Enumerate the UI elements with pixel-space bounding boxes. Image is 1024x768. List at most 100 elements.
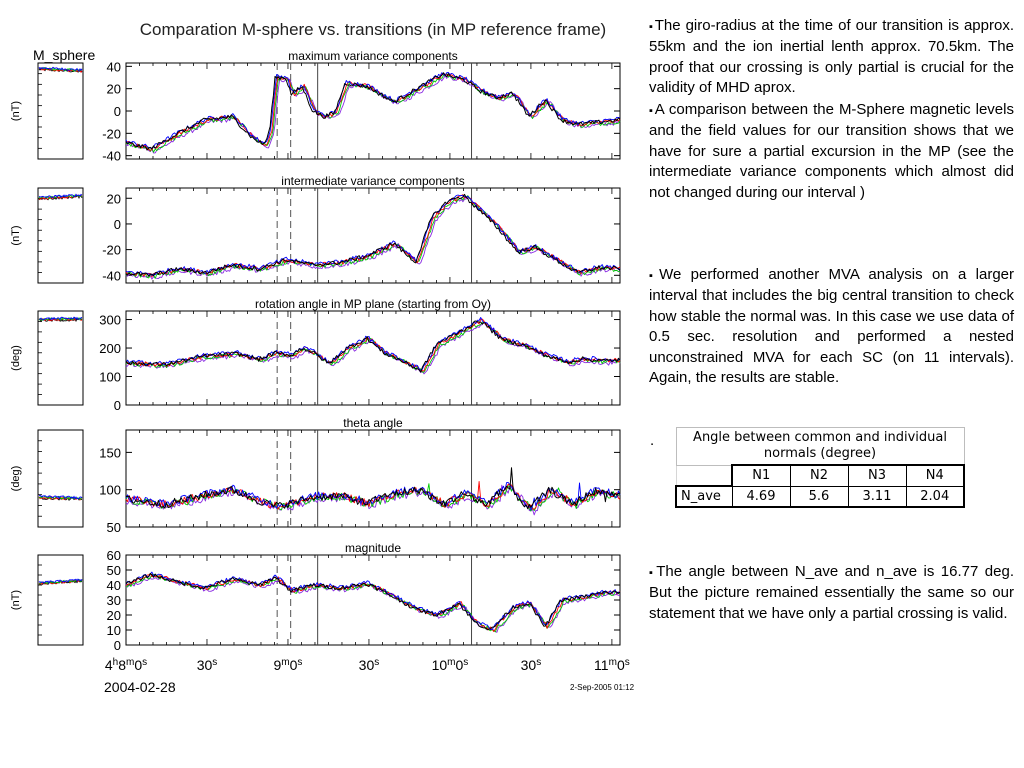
y-tick-label: 40 bbox=[107, 59, 121, 74]
note-mva: ▪We performed another MVA analysis on a … bbox=[649, 265, 1014, 388]
angle-table-cell: 4.69 bbox=[731, 485, 791, 508]
m-sphere-panel-frame bbox=[37, 554, 84, 646]
panel-theta: theta angle (deg) 50 100 150 bbox=[10, 416, 621, 535]
angle-table: Angle between common and individual norm… bbox=[675, 427, 965, 508]
panel-frame bbox=[125, 187, 621, 284]
panel-frame bbox=[125, 62, 621, 160]
series-line-purple bbox=[125, 320, 621, 375]
series-line-purple bbox=[125, 197, 621, 280]
bullet-icon: ▪ bbox=[649, 21, 654, 33]
y-tick-label: -20 bbox=[102, 126, 121, 141]
y-tick-label: -40 bbox=[102, 149, 121, 164]
panel-frame bbox=[125, 554, 621, 646]
y-tick-label: -20 bbox=[102, 243, 121, 258]
m-sphere-line-blue bbox=[38, 193, 83, 199]
note-angle-text: The angle between N_ave and n_ave is 16.… bbox=[649, 563, 1014, 622]
y-tick-label: 60 bbox=[107, 548, 121, 563]
x-tick-label: 30s bbox=[359, 657, 380, 673]
unit-label: (nT) bbox=[10, 101, 22, 121]
angle-table-header: N4 bbox=[905, 464, 965, 487]
series-line-green bbox=[125, 195, 621, 279]
panel-rot: rotation angle in MP plane (starting fro… bbox=[10, 297, 621, 413]
series-line-green bbox=[125, 321, 621, 373]
series-line-red bbox=[125, 573, 621, 632]
angle-table-corner bbox=[675, 464, 733, 487]
unit-label: (deg) bbox=[10, 466, 22, 492]
angle-table-row-label: N_ave bbox=[675, 485, 733, 508]
series-line-blue bbox=[125, 571, 621, 631]
y-tick-label: 100 bbox=[99, 370, 121, 385]
chart-panels: maximum variance components (nT) -40 -20 0 20… bbox=[10, 49, 621, 653]
unit-label: (nT) bbox=[10, 225, 22, 245]
m-sphere-line-blue bbox=[38, 578, 83, 584]
x-axis: 4h8m0s 30s 9m0s 30s 10m0s 30s 11m0s bbox=[105, 657, 630, 673]
unit-label: (nT) bbox=[10, 590, 22, 610]
note-giro-text: The giro-radius at the time of our trans… bbox=[649, 17, 1014, 97]
angle-table-cell: 5.6 bbox=[789, 485, 849, 508]
panel-frame bbox=[125, 310, 621, 406]
y-tick-label: 0 bbox=[114, 104, 121, 119]
x-tick-label: 30s bbox=[521, 657, 542, 673]
figure-title: Comparation M-sphere vs. transitions (in… bbox=[140, 20, 606, 39]
y-tick-label: 0 bbox=[114, 638, 121, 653]
m-sphere-panel-frame bbox=[37, 187, 84, 284]
m-sphere-line-blue bbox=[38, 494, 83, 500]
panel-title: magnitude bbox=[345, 541, 401, 555]
m-sphere-label: M_sphere bbox=[33, 47, 95, 63]
series-line-red bbox=[125, 194, 621, 278]
series-line-blue bbox=[125, 194, 621, 276]
panel-title: intermediate variance components bbox=[281, 174, 464, 188]
y-tick-label: 0 bbox=[114, 398, 121, 413]
x-tick-label: 30s bbox=[197, 657, 218, 673]
m-sphere-panel-frame bbox=[37, 310, 84, 406]
panel-title: maximum variance components bbox=[288, 49, 457, 63]
series-line-black bbox=[125, 573, 621, 631]
note-comparison: ▪A comparison between the M-Sphere magne… bbox=[649, 100, 1014, 203]
note-comparison-text: A comparison between the M-Sphere magnet… bbox=[649, 101, 1014, 201]
dot-mark: . bbox=[650, 432, 655, 449]
y-tick-label: 40 bbox=[107, 578, 121, 593]
series-line-red bbox=[125, 318, 621, 372]
y-tick-label: 300 bbox=[99, 313, 121, 328]
angle-table-cell: 3.11 bbox=[847, 485, 907, 508]
comparison-figure: Comparation M-sphere vs. transitions (in… bbox=[10, 20, 635, 695]
m-sphere-line-blue bbox=[38, 316, 83, 321]
series-line-black bbox=[126, 193, 621, 277]
bullet-icon: ▪ bbox=[649, 105, 654, 117]
series-line-black bbox=[125, 320, 621, 373]
x-tick-label: 10m0s bbox=[432, 657, 469, 673]
angle-table-header: N3 bbox=[847, 464, 907, 487]
x-tick-label: 9m0s bbox=[273, 657, 302, 673]
m-sphere-panel-frame bbox=[37, 62, 84, 160]
y-tick-label: 200 bbox=[99, 341, 121, 356]
series-line-black bbox=[125, 72, 621, 151]
series-line-red bbox=[125, 481, 621, 510]
series-line-purple bbox=[125, 575, 621, 633]
series-line-green bbox=[125, 73, 621, 153]
x-tick-label: 4h8m0s bbox=[105, 657, 147, 673]
y-tick-label: 20 bbox=[107, 608, 121, 623]
y-tick-label: 30 bbox=[107, 593, 121, 608]
series-line-red bbox=[125, 73, 621, 151]
date-label: 2004-02-28 bbox=[104, 679, 176, 695]
panel-title: rotation angle in MP plane (starting fro… bbox=[255, 297, 491, 311]
angle-table-cell: 2.04 bbox=[905, 485, 965, 508]
m-sphere-line-blue bbox=[38, 66, 83, 72]
bullet-icon: ▪ bbox=[649, 270, 659, 282]
bullet-icon: ▪ bbox=[649, 567, 656, 579]
m-sphere-panel-frame bbox=[37, 429, 84, 528]
series-line-black bbox=[125, 467, 621, 510]
panel-max: maximum variance components (nT) -40 -20 0 20… bbox=[10, 49, 621, 164]
y-tick-label: 10 bbox=[107, 623, 121, 638]
panel-title: theta angle bbox=[343, 416, 403, 430]
unit-label: (deg) bbox=[10, 345, 22, 371]
y-tick-label: 100 bbox=[99, 483, 121, 498]
timestamp-label: 2-Sep-2005 01:12 bbox=[570, 683, 635, 692]
angle-table-header: N2 bbox=[789, 464, 849, 487]
series-line-blue bbox=[125, 71, 620, 149]
x-tick-label: 11m0s bbox=[594, 657, 630, 673]
panel-int: intermediate variance components (nT) -40 -… bbox=[10, 174, 621, 284]
y-tick-label: 150 bbox=[99, 445, 121, 460]
y-tick-label: 50 bbox=[107, 563, 121, 578]
